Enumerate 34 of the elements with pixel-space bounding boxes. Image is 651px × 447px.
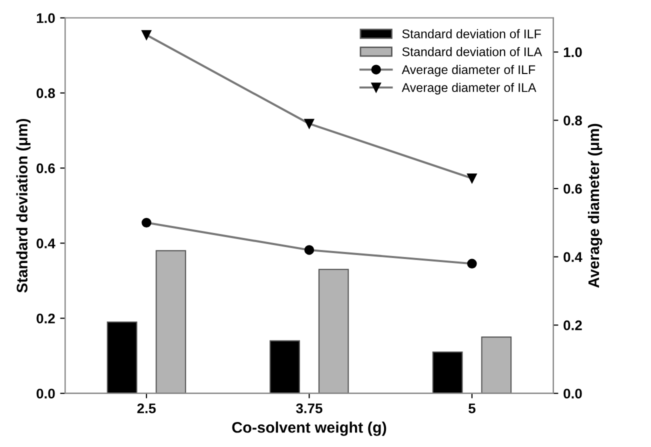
legend-label: Standard deviation of ILA (402, 47, 542, 56)
y2-tick-label: 0.8 (564, 116, 582, 126)
bar (270, 340, 300, 394)
point (304, 245, 314, 255)
bar (106, 321, 138, 394)
x-tick-label: 3.75 (296, 403, 322, 414)
y-tick-label: 0.2 (36, 314, 55, 324)
y-tick-label: 0.8 (36, 88, 55, 98)
text: 0.0 (564, 388, 582, 399)
legend-label: Average diameter of ILF (402, 64, 536, 77)
text: 1.0 (36, 13, 55, 24)
legend-label: Standard deviation of ILF (402, 29, 541, 38)
bar (156, 250, 186, 394)
text: 0.0 (36, 388, 55, 399)
point (304, 118, 314, 129)
y2-tick-label: 0.6 (564, 184, 582, 194)
text: 1.0 (564, 47, 582, 58)
point (142, 218, 152, 228)
y2-tick-label: 0.4 (564, 252, 582, 262)
point (142, 30, 152, 40)
y-axis-title: Standard deviation (μm) (16, 118, 31, 293)
x-axis-title: Co-solvent weight (g) (232, 422, 386, 436)
x-tick-label: 5 (468, 404, 476, 414)
y-tick-label: 0.6 (36, 163, 55, 174)
x-tick-label: 2.5 (137, 403, 156, 414)
bar (481, 336, 512, 394)
legend-label: Average diameter of ILA (402, 82, 536, 94)
bar (318, 268, 349, 394)
y2-tick-label: 0.2 (564, 320, 582, 330)
bar (432, 352, 463, 394)
y-tick-label: 0.4 (36, 238, 56, 248)
y2-axis-title: Average diameter (μm) (588, 124, 602, 288)
point (467, 173, 477, 184)
point (467, 258, 477, 269)
